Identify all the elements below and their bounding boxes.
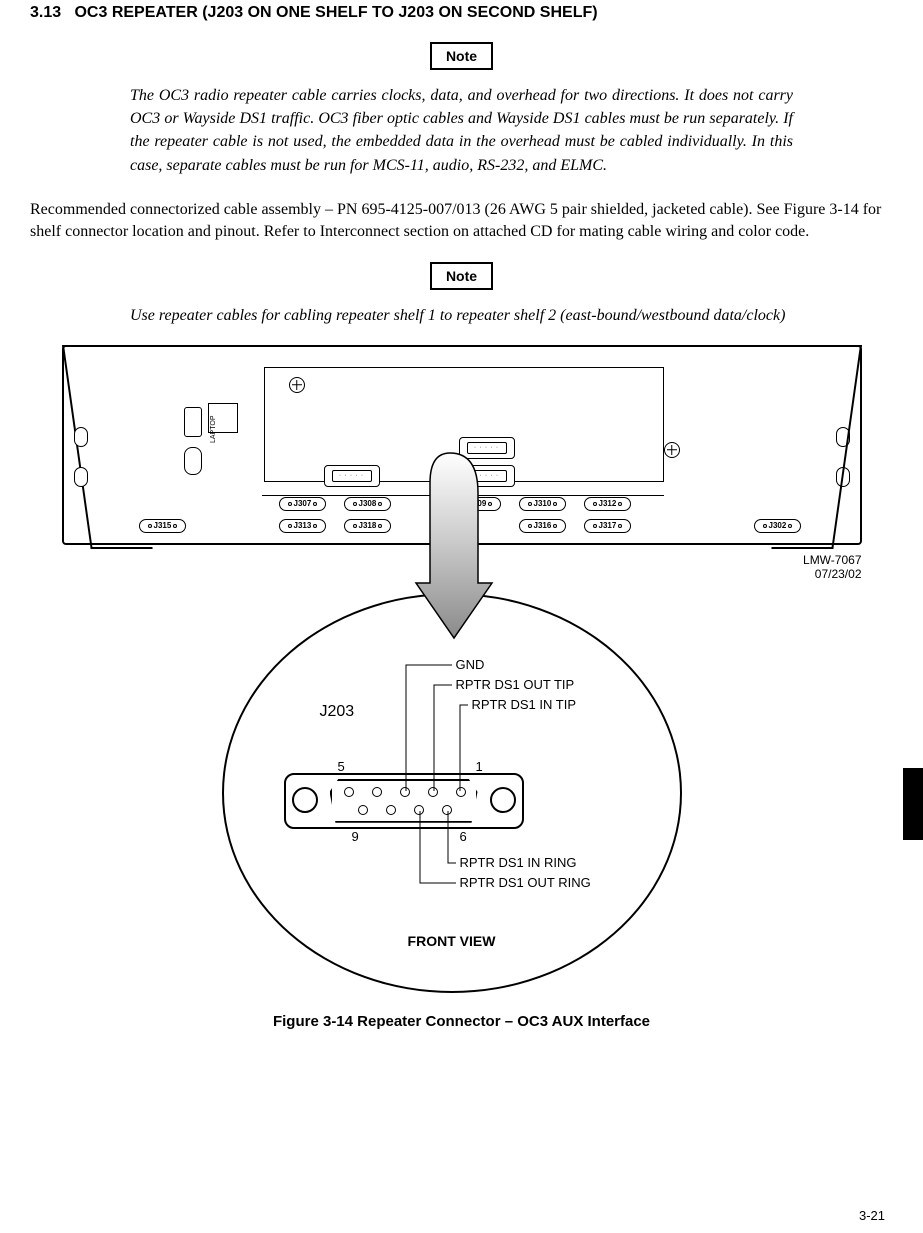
note-label-2: Note xyxy=(430,262,493,290)
pin-label: GND xyxy=(456,657,485,672)
section-title-text: OC3 REPEATER (J203 ON ONE SHELF TO J203 … xyxy=(74,4,597,21)
connector-pill: J318 xyxy=(344,519,392,533)
section-number: 3.13 xyxy=(30,4,61,21)
pin-number: 9 xyxy=(352,829,359,844)
laptop-port-label: LAPTOP xyxy=(210,415,217,443)
note-label-1: Note xyxy=(430,42,493,70)
db9-connector-diagram: 5 1 9 6 xyxy=(284,755,524,845)
connector-name-label: J203 xyxy=(320,703,355,721)
connector-pill: J308 xyxy=(344,497,392,511)
screw-icon xyxy=(664,442,680,458)
pin-label: RPTR DS1 OUT TIP xyxy=(456,677,575,692)
section-tab xyxy=(903,768,923,840)
drawing-id: LMW-7067 07/23/02 xyxy=(803,553,861,582)
pin-number: 1 xyxy=(476,759,483,774)
mounting-slot xyxy=(836,427,850,447)
main-paragraph: Recommended connectorized cable assembly… xyxy=(30,199,893,244)
connector-pill: J312 xyxy=(584,497,632,511)
connector-pill: J317 xyxy=(584,519,632,533)
note-body-1: The OC3 radio repeater cable carries clo… xyxy=(130,84,793,177)
callout-arrow-icon xyxy=(400,443,510,643)
connector-pill: J316 xyxy=(519,519,567,533)
connector-pill: J313 xyxy=(279,519,327,533)
left-port-group: LAPTOP xyxy=(184,407,244,487)
mounting-slot xyxy=(74,467,88,487)
connector-pill: J315 xyxy=(139,519,187,533)
pin-number: 6 xyxy=(460,829,467,844)
pin-label: RPTR DS1 OUT RING xyxy=(460,875,591,890)
mounting-slot xyxy=(836,467,850,487)
front-view-label: FRONT VIEW xyxy=(224,933,680,949)
note-body-2: Use repeater cables for cabling repeater… xyxy=(130,304,793,327)
connector-pill: J302 xyxy=(754,519,802,533)
pin-number: 5 xyxy=(338,759,345,774)
figure-caption: Figure 3-14 Repeater Connector – OC3 AUX… xyxy=(30,1013,893,1030)
mounting-slot xyxy=(74,427,88,447)
db9-small-icon: · · · · · xyxy=(324,465,380,487)
section-heading: 3.13 OC3 REPEATER (J203 ON ONE SHELF TO … xyxy=(30,4,893,22)
page-number: 3-21 xyxy=(859,1208,885,1223)
pin-label: RPTR DS1 IN RING xyxy=(460,855,577,870)
note-box-row-1: Note xyxy=(30,42,893,70)
connector-pill: J310 xyxy=(519,497,567,511)
detail-circle: J203 5 1 9 6 xyxy=(222,593,682,993)
pin-label: RPTR DS1 IN TIP xyxy=(472,697,577,712)
figure-area: LAPTOP · · · · · · · · · · · · · · · J30… xyxy=(32,335,892,995)
note-box-row-2: Note xyxy=(30,262,893,290)
connector-pill: J307 xyxy=(279,497,327,511)
